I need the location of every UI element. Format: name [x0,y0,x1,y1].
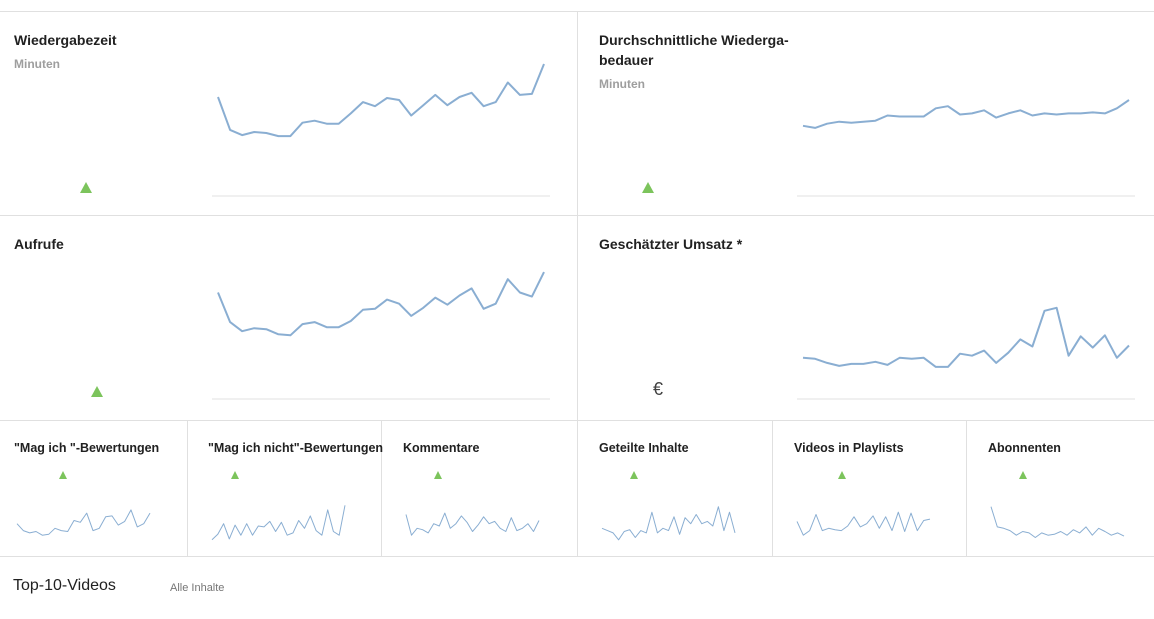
sparkline-series [601,506,736,541]
metric-card-dislikes[interactable]: "Mag ich nicht"-Bewertungen [188,421,384,556]
card-title: Geschätzter Umsatz * [599,236,743,252]
col-divider-small-2 [381,420,382,556]
trend-up-icon [1019,471,1027,479]
sparkline-chart [16,509,151,536]
sparkline-chart [212,271,550,400]
all-content-filter[interactable]: Alle Inhalte [170,582,225,594]
sparkline-chart [601,506,736,541]
col-divider-small-3 [577,420,578,556]
card-title: Geteilte Inhalte [599,441,689,455]
trend-up-icon [838,471,846,479]
trend-up-icon [231,471,239,479]
sparkline-series [802,99,1130,129]
sparkline-series [217,271,545,337]
metric-card-subscribers[interactable]: Abonnenten [967,421,1154,556]
col-divider-small-4 [772,420,773,556]
sparkline-series [990,506,1125,538]
sparkline-series [796,511,931,536]
col-divider-small-1 [187,420,188,556]
metric-card-avg-view-duration[interactable]: Durchschnittliche Wiederga-bedauer Minut… [578,12,1154,215]
sparkline-series [802,306,1130,368]
top-10-videos-heading: Top-10-Videos [13,577,116,594]
col-divider-big [577,11,578,421]
metric-card-comments[interactable]: Kommentare [382,421,577,556]
metric-card-playlists[interactable]: Videos in Playlists [773,421,966,556]
sparkline-series [405,512,540,536]
metric-card-likes[interactable]: "Mag ich "-Bewertungen [0,421,187,556]
metric-card-views[interactable]: Aufrufe [0,216,577,420]
card-title: Abonnenten [988,441,1061,455]
card-title-text: Durchschnittliche Wiederga-bedauer [599,32,789,68]
metric-card-shares[interactable]: Geteilte Inhalte [578,421,772,556]
row-divider-3 [0,556,1154,557]
trend-up-icon [91,386,103,397]
metric-card-watch-time[interactable]: Wiedergabezeit Minuten [0,12,577,215]
sparkline-series [16,509,151,536]
sparkline-chart [990,506,1125,538]
sparkline-chart [211,505,346,541]
trend-up-icon [642,182,654,193]
card-title: "Mag ich nicht"-Bewertungen [208,441,384,455]
sparkline-series [217,63,545,138]
sparkline-chart [796,511,931,536]
trend-up-icon [59,471,67,479]
sparkline-series [211,505,346,541]
trend-up-icon [434,471,442,479]
card-subtitle: Minuten [14,57,60,71]
card-title: Videos in Playlists [794,441,904,455]
trend-up-icon [630,471,638,479]
card-title: "Mag ich "-Bewertungen [14,441,160,455]
card-title: Durchschnittliche Wiederga-bedauer [599,30,799,70]
sparkline-chart [797,99,1135,197]
col-divider-small-5 [966,420,967,556]
sparkline-chart [405,512,540,536]
sparkline-chart [797,306,1135,400]
card-title: Wiedergabezeit [14,32,117,48]
metric-card-estimated-revenue[interactable]: Geschätzter Umsatz * € [578,216,1154,420]
card-title: Aufrufe [14,236,64,252]
card-subtitle: Minuten [599,77,645,91]
sparkline-chart [212,63,550,197]
card-title: Kommentare [403,441,480,455]
trend-up-icon [80,182,92,193]
currency-euro-indicator: € [653,379,664,399]
